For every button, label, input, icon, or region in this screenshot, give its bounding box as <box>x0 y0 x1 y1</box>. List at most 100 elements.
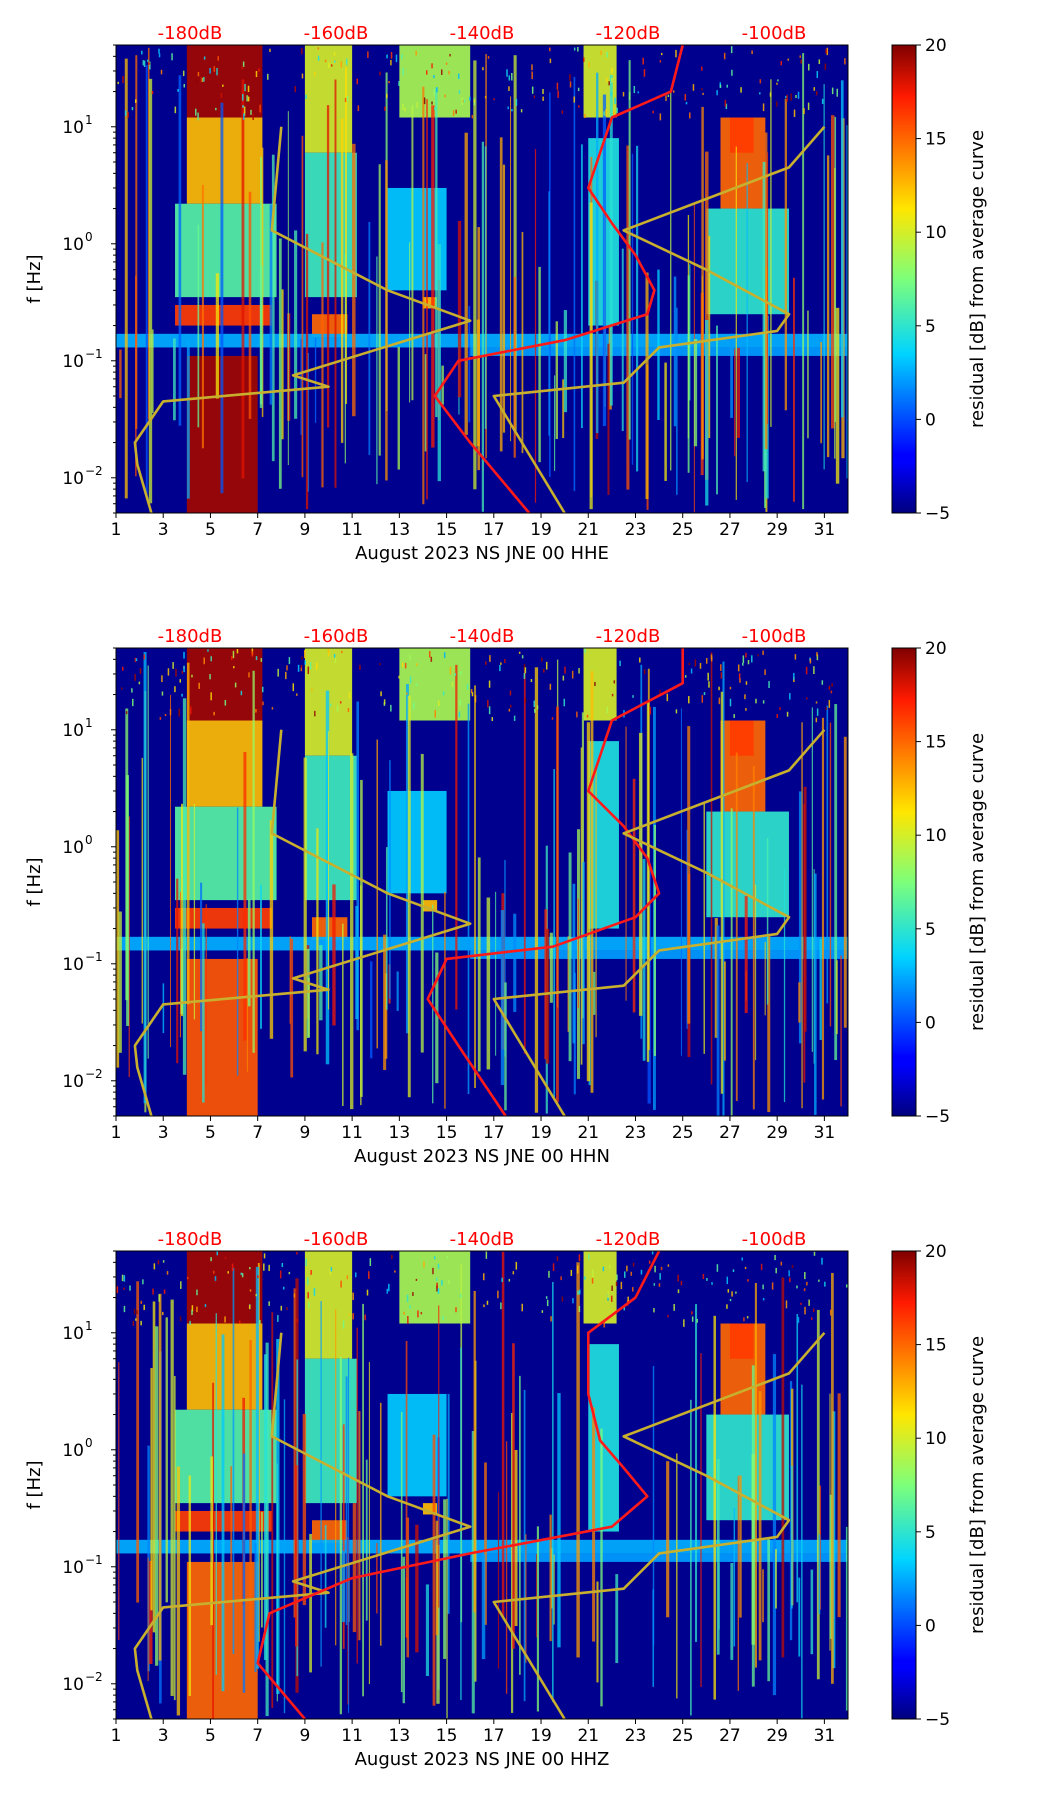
energy-region <box>422 900 438 912</box>
energy-speckle <box>701 695 704 703</box>
energy-speckle <box>257 1275 259 1279</box>
energy-speckle <box>642 57 644 65</box>
energy-speckle <box>191 674 193 678</box>
energy-streak <box>802 53 805 510</box>
energy-speckle <box>816 654 819 661</box>
energy-speckle <box>324 59 327 63</box>
energy-streak <box>473 60 477 490</box>
energy-speckle <box>277 668 279 677</box>
colorbar <box>891 647 917 1117</box>
energy-streak <box>246 958 249 1072</box>
energy-speckle <box>806 697 808 700</box>
energy-streak <box>148 78 153 504</box>
energy-streak <box>689 264 691 401</box>
energy-speckle <box>345 58 348 65</box>
energy-streak <box>628 60 631 440</box>
energy-streak <box>376 1542 378 1614</box>
energy-speckle <box>359 664 361 670</box>
energy-streak <box>737 347 740 438</box>
energy-speckle <box>277 1315 279 1322</box>
energy-streak <box>502 164 506 433</box>
energy-speckle <box>573 47 576 51</box>
energy-speckle <box>805 666 808 675</box>
energy-streak <box>534 149 537 503</box>
energy-streak <box>555 321 558 440</box>
energy-streak <box>600 1428 603 1707</box>
energy-speckle <box>549 683 552 690</box>
energy-speckle <box>738 673 741 679</box>
energy-streak <box>345 67 348 404</box>
energy-speckle <box>533 95 536 99</box>
energy-speckle <box>684 675 687 678</box>
energy-speckle <box>824 1281 826 1287</box>
energy-streak <box>124 58 128 499</box>
energy-speckle <box>162 1311 164 1316</box>
energy-speckle <box>190 706 192 715</box>
energy-speckle <box>660 52 663 56</box>
energy-streak <box>716 325 718 495</box>
energy-streak <box>676 1453 678 1699</box>
energy-speckle <box>241 1273 244 1278</box>
energy-streak <box>632 778 636 1013</box>
energy-speckle <box>251 651 254 657</box>
energy-speckle <box>458 90 461 94</box>
energy-speckle <box>459 1293 462 1298</box>
energy-speckle <box>680 1280 683 1286</box>
energy-speckle <box>606 77 608 83</box>
energy-streak <box>596 1581 599 1683</box>
energy-speckle <box>603 1320 605 1328</box>
energy-speckle <box>413 702 415 710</box>
energy-speckle <box>747 659 750 665</box>
energy-streak <box>735 752 738 1101</box>
energy-streak <box>151 329 154 414</box>
energy-speckle <box>606 706 609 714</box>
energy-speckle <box>501 1277 503 1283</box>
energy-speckle <box>357 105 360 112</box>
energy-streak <box>321 242 324 488</box>
energy-speckle <box>415 1278 418 1281</box>
energy-speckle <box>718 697 721 705</box>
energy-speckle <box>493 98 495 101</box>
energy-speckle <box>699 662 702 669</box>
energy-speckle <box>578 105 580 108</box>
x-tick-label: 19 <box>530 1123 552 1143</box>
energy-speckle <box>438 700 440 707</box>
energy-streak <box>621 248 624 432</box>
energy-speckle <box>402 68 404 76</box>
energy-speckle <box>824 63 827 70</box>
energy-speckle <box>379 71 381 76</box>
y-tick-label: 10 <box>62 352 84 372</box>
energy-streak <box>536 1526 539 1712</box>
energy-region <box>729 720 754 756</box>
energy-speckle <box>813 666 815 675</box>
energy-speckle <box>804 1271 806 1280</box>
energy-streak <box>523 667 526 1054</box>
energy-speckle <box>285 671 287 680</box>
energy-streak <box>290 938 294 1078</box>
energy-speckle <box>616 107 618 114</box>
energy-speckle <box>328 650 330 657</box>
energy-speckle <box>659 1273 661 1280</box>
energy-speckle <box>511 72 513 81</box>
energy-speckle <box>134 674 136 681</box>
energy-speckle <box>482 67 484 71</box>
energy-speckle <box>231 655 233 660</box>
energy-speckle <box>210 1257 212 1262</box>
energy-streak <box>468 305 471 423</box>
db-scale-label: -100dB <box>742 23 807 44</box>
colorbar-tick-label: −5 <box>925 504 950 524</box>
energy-speckle <box>286 665 288 671</box>
energy-streak <box>201 184 204 449</box>
energy-speckle <box>569 81 572 88</box>
energy-speckle <box>616 1274 618 1281</box>
energy-speckle <box>790 93 792 101</box>
curve-0 <box>133 126 472 513</box>
energy-streak <box>567 936 570 1032</box>
energy-streak <box>549 1514 552 1642</box>
energy-speckle <box>611 77 613 83</box>
energy-speckle <box>263 1263 265 1271</box>
energy-streak <box>118 1362 120 1640</box>
energy-streak <box>176 878 179 1064</box>
energy-speckle <box>129 1285 131 1291</box>
